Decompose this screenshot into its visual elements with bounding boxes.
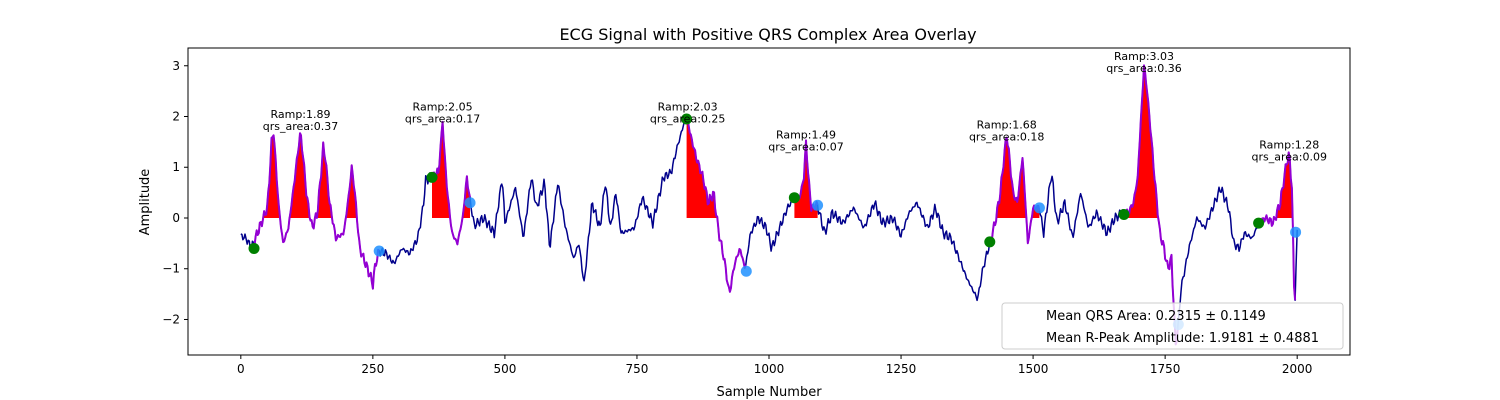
onset-marker-5 [984, 236, 996, 248]
annotation-qrs-area-5: qrs_area:0.18 [969, 130, 1044, 143]
annotation-ramp-6: Ramp:3.03 [1114, 50, 1174, 63]
annotation-qrs-area-7: qrs_area:0.09 [1252, 151, 1327, 164]
x-tick-label: 500 [493, 362, 516, 376]
annotation-ramp-5: Ramp:1.68 [977, 118, 1037, 131]
x-tick-label: 2000 [1282, 362, 1313, 376]
x-tick-label: 1000 [754, 362, 785, 376]
legend-mean-r-peak-amplitude: Mean R-Peak Amplitude: 1.9181 ± 0.4881 [1046, 331, 1319, 346]
x-tick-label: 1500 [1018, 362, 1049, 376]
y-axis-ticks: −2 −1 0 1 2 3 [162, 59, 188, 326]
y-tick-label: −2 [162, 312, 180, 326]
x-axis-label: Sample Number [716, 385, 822, 400]
onset-offset-markers [248, 113, 1302, 331]
annotation-qrs-area-1: qrs_area:0.37 [263, 120, 338, 133]
qrs-segments [253, 64, 1297, 346]
chart-title: ECG Signal with Positive QRS Complex Are… [559, 25, 976, 44]
x-tick-label: 1750 [1150, 362, 1181, 376]
offset-marker-5 [1033, 202, 1045, 214]
y-tick-label: −1 [162, 262, 180, 276]
qrs-segment-line-7 [1258, 151, 1297, 301]
onset-marker-7 [1253, 217, 1265, 229]
onset-marker-6 [1118, 208, 1130, 220]
qrs-segment-line-2 [431, 120, 471, 246]
qrs-segment-line-1 [253, 132, 380, 290]
qrs-segment-line-5 [988, 136, 1041, 245]
x-tick-label: 750 [626, 362, 649, 376]
legend-box [1001, 302, 1344, 350]
qrs-segment-line-6 [1122, 64, 1179, 346]
annotation-qrs-area-4: qrs_area:0.07 [768, 140, 843, 153]
offset-marker-4 [812, 199, 824, 211]
legend: Mean QRS Area: 0.2315 ± 0.1149 Mean R-Pe… [1001, 302, 1344, 350]
onset-marker-2 [426, 171, 438, 183]
annotation-ramp-7: Ramp:1.28 [1259, 139, 1319, 152]
x-axis-ticks: 0 250 500 750 1000 1250 1500 1750 2000 [237, 355, 1312, 376]
annotation-qrs-area-2: qrs_area:0.17 [405, 113, 480, 126]
y-tick-label: 2 [172, 110, 180, 124]
annotation-ramp-1: Ramp:1.89 [270, 108, 330, 121]
qrs-segment-line-3 [685, 116, 747, 293]
x-tick-label: 1250 [886, 362, 917, 376]
y-axis-label: Amplitude [138, 169, 153, 236]
offset-marker-2 [464, 197, 476, 209]
peak-annotations: Ramp:1.89qrs_area:0.37Ramp:2.05qrs_area:… [263, 50, 1327, 164]
annotation-qrs-area-6: qrs_area:0.36 [1106, 62, 1181, 75]
qrs-area-fill-3 [686, 117, 746, 218]
offset-marker-7 [1290, 226, 1302, 238]
annotation-ramp-3: Ramp:2.03 [658, 101, 718, 114]
x-tick-label: 0 [237, 362, 245, 376]
offset-marker-1 [373, 245, 385, 257]
x-tick-label: 250 [361, 362, 384, 376]
offset-marker-3 [740, 265, 752, 277]
onset-marker-1 [248, 242, 260, 254]
onset-marker-3 [681, 113, 693, 125]
y-tick-label: 1 [172, 160, 180, 174]
annotation-ramp-2: Ramp:2.05 [413, 101, 473, 114]
qrs-area-fill-5 [989, 137, 1040, 218]
onset-marker-4 [788, 192, 800, 204]
legend-mean-qrs-area: Mean QRS Area: 0.2315 ± 0.1149 [1046, 309, 1266, 324]
y-tick-label: 3 [172, 59, 180, 73]
annotation-qrs-area-3: qrs_area:0.25 [650, 113, 725, 126]
y-tick-label: 0 [172, 211, 180, 225]
annotation-ramp-4: Ramp:1.49 [776, 128, 836, 141]
